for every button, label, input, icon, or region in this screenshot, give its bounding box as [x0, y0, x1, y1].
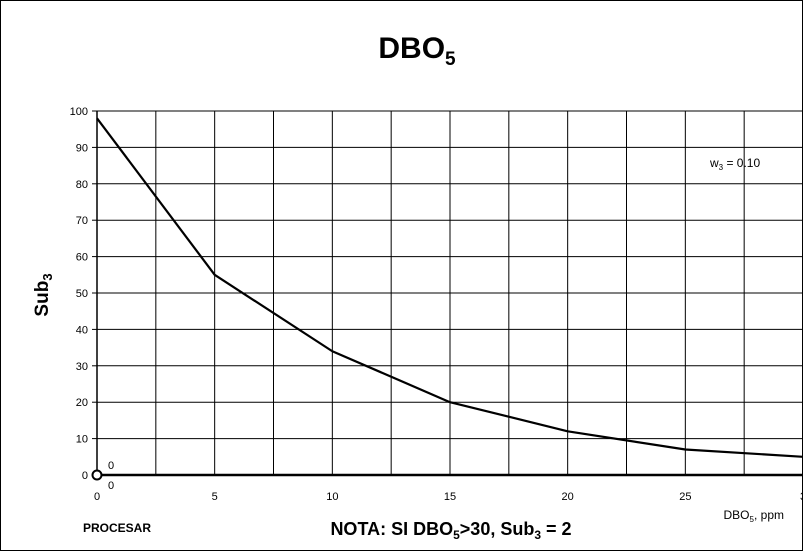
origin-label-upper: 0 — [108, 460, 114, 472]
series-layer — [96, 117, 803, 458]
y-tick-label-10: 100 — [70, 106, 88, 118]
y-tick-label-4: 40 — [76, 324, 88, 336]
y-tick-label-1: 10 — [76, 434, 88, 446]
x-tick-label-6: 3 — [800, 491, 803, 503]
x-tick-label-2: 10 — [326, 491, 338, 503]
y-tick-labels: 0 10 20 30 40 50 60 70 80 90 100 — [70, 106, 88, 482]
chart-title: DBO5 — [378, 32, 456, 70]
procesar-button[interactable]: PROCESAR — [83, 521, 151, 535]
y-tick-label-5: 50 — [76, 288, 88, 300]
y-tick-label-8: 80 — [76, 179, 88, 191]
x-tick-label-1: 5 — [212, 491, 218, 503]
origin-marker[interactable] — [91, 469, 103, 481]
marker-layer: 00 — [91, 460, 114, 492]
origin-label-lower: 0 — [108, 480, 114, 492]
y-tick-label-0: 0 — [82, 470, 88, 482]
y-tick-label-9: 90 — [76, 142, 88, 154]
x-axis-title: DBO5, ppm — [724, 508, 784, 524]
y-tick-label-2: 20 — [76, 397, 88, 409]
x-tick-label-4: 20 — [562, 491, 574, 503]
y-axis-title: Sub3 — [32, 273, 55, 316]
y-tick-label-7: 70 — [76, 215, 88, 227]
y-tick-label-6: 60 — [76, 252, 88, 264]
note-text: NOTA: SI DBO5>30, Sub3 = 2 — [330, 519, 571, 542]
grid — [92, 110, 803, 477]
weight-annotation: w3 = 0.10 — [709, 156, 760, 172]
x-tick-label-3: 15 — [444, 491, 456, 503]
x-tick-label-0: 0 — [94, 491, 100, 503]
y-tick-label-3: 30 — [76, 361, 88, 373]
series-line-0 — [96, 117, 803, 458]
x-tick-label-5: 25 — [679, 491, 691, 503]
x-tick-labels: 0 5 10 15 20 25 3 — [94, 491, 803, 503]
